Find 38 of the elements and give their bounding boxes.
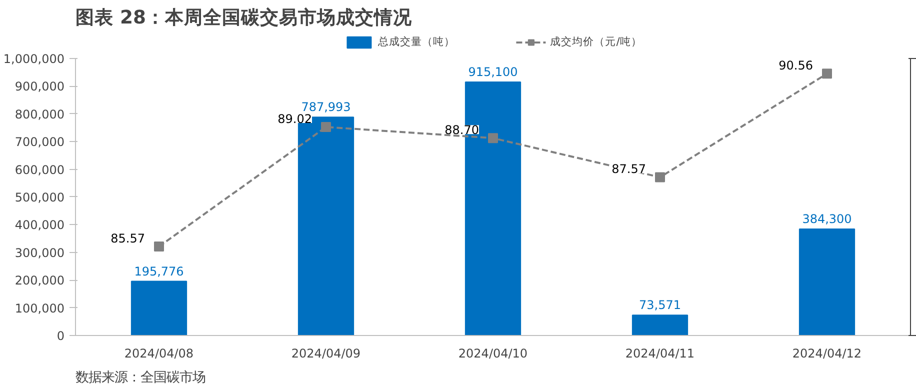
chart-title: 图表 28：本周全国碳交易市场成交情况 bbox=[76, 6, 413, 28]
y-tick-label: 200,000 bbox=[14, 274, 64, 288]
legend-label: 成交均价（元/吨） bbox=[550, 35, 642, 49]
y-tick-label: 400,000 bbox=[14, 218, 64, 232]
data-label: 915,100 bbox=[468, 64, 518, 79]
y-tick-label: 700,000 bbox=[14, 135, 64, 150]
data-label: 88.70 bbox=[444, 123, 480, 138]
x-tick-label: 2024/04/08 bbox=[124, 346, 194, 360]
data-label: 87.57 bbox=[612, 162, 646, 176]
point bbox=[655, 172, 665, 182]
data-label: 90.56 bbox=[778, 58, 814, 73]
point bbox=[154, 241, 164, 252]
bar bbox=[798, 228, 856, 336]
data-label: 787,993 bbox=[301, 100, 351, 114]
source-note: 数据来源：全国碳市场 bbox=[76, 370, 206, 386]
y-tick-label: 900,000 bbox=[14, 80, 64, 94]
x-tick-label: 2024/04/10 bbox=[458, 346, 528, 360]
x-tick-label: 2024/04/09 bbox=[291, 346, 361, 360]
data-label: 85.57 bbox=[110, 231, 146, 246]
y-tick-label: 100,000 bbox=[14, 301, 64, 316]
bar bbox=[632, 314, 688, 336]
y-tick-label: 0 bbox=[56, 329, 65, 343]
x-tick-label: 2024/04/12 bbox=[792, 346, 862, 360]
y-tick-label: 1,000,000 bbox=[3, 52, 65, 66]
point bbox=[488, 133, 498, 144]
y-tick-label: 300,000 bbox=[14, 246, 64, 260]
y-tick-label: 500,000 bbox=[14, 190, 64, 204]
data-label: 384,300 bbox=[802, 212, 852, 226]
data-label: 195,776 bbox=[134, 264, 184, 278]
point bbox=[822, 68, 832, 79]
y-tick-label: 600,000 bbox=[14, 162, 64, 177]
y-tick-label: 800,000 bbox=[14, 107, 64, 122]
point bbox=[321, 122, 331, 132]
x-tick-label: 2024/04/11 bbox=[625, 346, 695, 360]
data-label: 73,571 bbox=[639, 298, 682, 312]
data-label: 89.02 bbox=[278, 112, 312, 126]
legend-label: 总成交量（吨） bbox=[378, 35, 456, 49]
bar bbox=[130, 280, 188, 336]
